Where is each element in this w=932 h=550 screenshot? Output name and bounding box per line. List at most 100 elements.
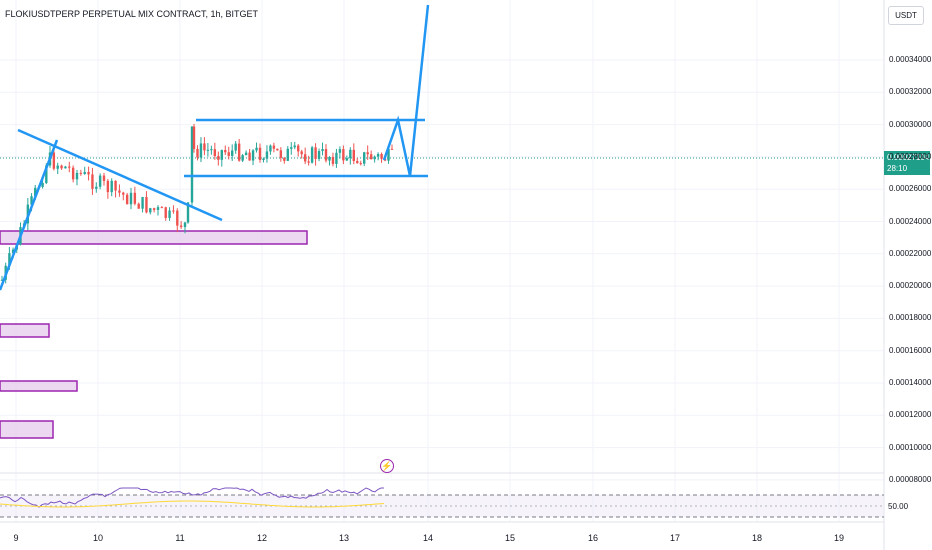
candle-body (213, 149, 217, 157)
candle-body (314, 147, 317, 159)
price-axis-label: 0.00010000 (889, 442, 932, 452)
candle-body (133, 192, 137, 204)
candle-body (237, 143, 241, 161)
price-axis-label: 0.00014000 (889, 378, 932, 387)
price-axis-label: 0.00032000 (889, 87, 932, 97)
candle-body (102, 175, 106, 181)
time-axis-label: 9 (13, 533, 19, 543)
time-axis-label: 12 (256, 533, 268, 543)
chart-title: FLOKIUSDTPERP PERPETUAL MIX CONTRACT, 1h… (5, 9, 259, 19)
candle-body (199, 143, 203, 158)
price-axis-label: 0.00012000 (889, 410, 932, 420)
candle-body (283, 157, 286, 161)
candle-body (376, 153, 380, 157)
candle-body (387, 148, 390, 161)
candle-body (41, 182, 44, 187)
candle-body (160, 207, 164, 209)
candle-body (79, 172, 83, 174)
candle-body (251, 150, 255, 161)
zone-rectangle (0, 323, 50, 338)
candle-body (297, 145, 300, 152)
candle-body (390, 148, 394, 150)
candle-body (164, 207, 167, 218)
time-axis-label: 14 (422, 533, 434, 543)
candle-body (363, 152, 366, 164)
candle-body (137, 203, 140, 209)
currency-selector[interactable]: USDT (888, 6, 924, 25)
candle-body (331, 157, 335, 164)
rsi-level-label: 50.00 (888, 502, 909, 511)
price-axis-label: 0.00024000 (889, 216, 932, 226)
candle-body (321, 149, 324, 152)
zone-rectangle (0, 230, 308, 245)
price-axis-label: 0.00028000 (889, 151, 932, 161)
candle-body (227, 152, 230, 156)
candle-body (220, 150, 223, 160)
candle-body (269, 145, 272, 152)
candle-body (75, 172, 79, 180)
candle-body (87, 171, 90, 175)
zone-rectangle (0, 380, 78, 392)
candle-body (255, 147, 258, 151)
candle-body (328, 157, 331, 161)
candle-body (241, 155, 244, 161)
candle-body (68, 166, 71, 168)
rsi-ma-line (0, 500, 385, 508)
candle-body (114, 180, 117, 191)
candle-body (172, 210, 175, 212)
candle-body (349, 149, 352, 159)
candle-body (290, 147, 293, 149)
projection-path (382, 4, 430, 177)
time-axis-label: 16 (587, 533, 599, 543)
candle-body (307, 161, 310, 163)
candle-body (190, 126, 194, 203)
candle-body (52, 152, 56, 169)
last-price-value: 0.00027104 (887, 153, 930, 162)
candle-body (60, 165, 63, 169)
candle-body (45, 165, 48, 183)
candle-body (71, 167, 75, 180)
candle-body (224, 150, 227, 153)
candle-body (356, 161, 359, 164)
candle-body (196, 148, 199, 158)
candle-body (34, 187, 37, 197)
candle-body (0, 279, 4, 281)
rsi-line (0, 487, 384, 508)
candle-body (369, 154, 373, 160)
last-price-tag: 0.00027104 28:10 (884, 151, 930, 175)
candle-body (192, 126, 196, 149)
candle-body (56, 165, 59, 169)
candle-body (95, 186, 98, 189)
time-axis-label: 19 (833, 533, 845, 543)
candle-body (310, 147, 314, 163)
time-axis-label: 15 (504, 533, 516, 543)
time-axis-label: 13 (338, 533, 350, 543)
lightning-bolt-icon[interactable]: ⚡ (380, 459, 394, 473)
candle-body (317, 151, 321, 159)
time-axis-label: 18 (751, 533, 763, 543)
bar-countdown: 28:10 (887, 164, 908, 173)
candle-body (156, 207, 160, 210)
candle-body (203, 143, 206, 151)
candle-body (118, 190, 121, 193)
candle-body (110, 180, 113, 193)
candle-body (125, 194, 129, 205)
candle-body (366, 152, 369, 155)
candle-body (168, 210, 171, 218)
candle-body (186, 202, 190, 223)
candle-body (152, 208, 156, 210)
candle-body (265, 151, 269, 159)
candle-body (300, 151, 303, 155)
candle-body (210, 149, 213, 151)
candle-body (258, 147, 262, 161)
candle-body (141, 197, 144, 209)
candle-body (48, 159, 52, 166)
candle-body (303, 154, 307, 162)
candle-body (206, 149, 210, 151)
candle-body (179, 225, 183, 228)
candle-body (30, 196, 33, 205)
candle-body (286, 148, 289, 161)
price-axis-label: 0.00030000 (889, 119, 932, 129)
candle-body (276, 148, 279, 151)
